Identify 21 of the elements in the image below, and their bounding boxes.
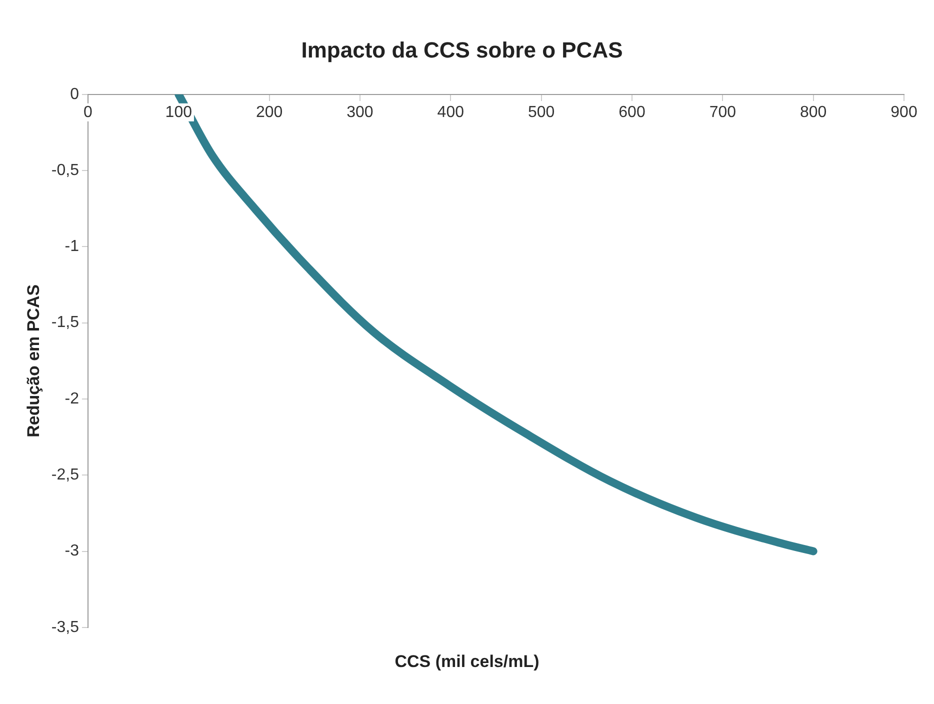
y-tick-label: -2,5	[51, 466, 80, 484]
x-tick-label: 900	[890, 104, 918, 121]
x-tick-label: 0	[84, 104, 93, 121]
y-tick-label: -3,5	[51, 618, 80, 636]
y-tick-label: 0	[70, 86, 80, 103]
x-tick-label: 500	[528, 104, 555, 121]
x-tick-label: 400	[437, 104, 464, 121]
y-tick-label: -1	[64, 238, 80, 256]
y-axis-title: Redução em PCAS	[24, 284, 43, 438]
x-tick-label: 200	[256, 104, 283, 121]
y-tick-label: -3	[64, 542, 80, 560]
y-tick-label: -2	[64, 390, 80, 408]
x-tick-label: 600	[618, 104, 646, 121]
x-tick-label: 300	[346, 104, 374, 121]
x-axis-title: CCS (mil cels/mL)	[394, 652, 540, 672]
x-tick-label: 700	[709, 104, 736, 121]
y-tick-label: -0,5	[51, 162, 80, 179]
y-tick-label: -1,5	[51, 314, 80, 332]
chart-title: Impacto da CCS sobre o PCAS	[301, 37, 623, 62]
x-tick-label: 100	[165, 104, 192, 121]
x-tick-label: 800	[800, 104, 827, 121]
